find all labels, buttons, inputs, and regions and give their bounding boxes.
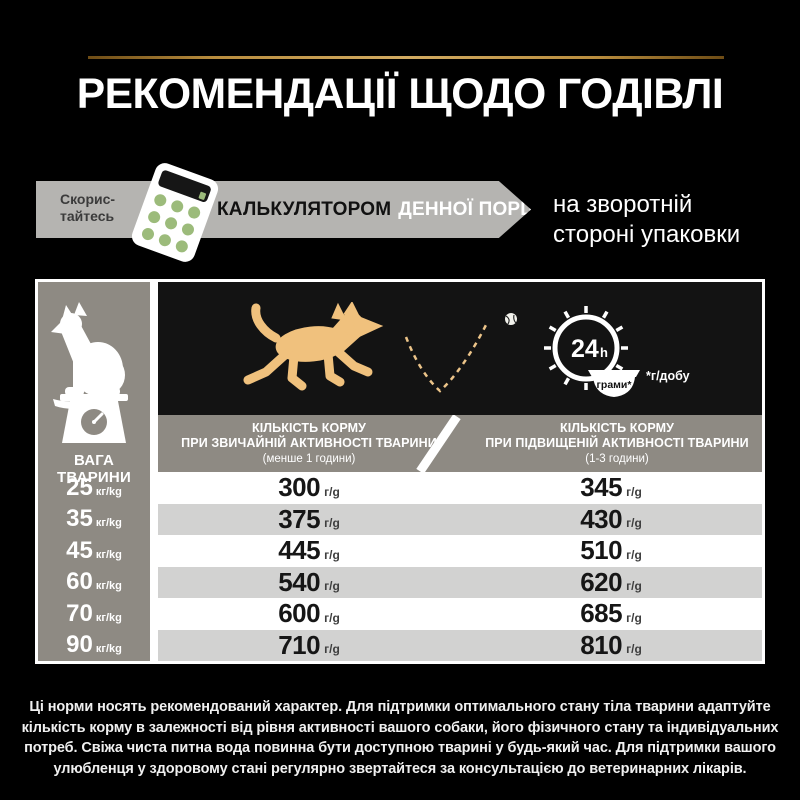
use-label-line2: тайтесь xyxy=(60,208,115,224)
calculator-banner: Скорис- тайтесь КАЛЬКУЛЯТОРОМ ДЕННОЇ ПОР… xyxy=(36,181,531,238)
weight-row: 60 кг/kg xyxy=(66,568,122,596)
note-line1: на зворотній xyxy=(553,191,693,218)
per-day-label: *г/добу xyxy=(646,369,690,383)
table-row: 710 г/g 810 г/g xyxy=(158,629,762,661)
back-of-pack-note: на зворотній стороні упаковки xyxy=(553,190,740,250)
weight-row: 90 кг/kg xyxy=(66,631,122,659)
clock-number: 24 xyxy=(571,335,599,363)
bowl-icon xyxy=(588,370,640,397)
table-header: КІЛЬКІСТЬ КОРМУ ПРИ ЗВИЧАЙНІЙ АКТИВНОСТІ… xyxy=(158,415,762,472)
use-label: Скорис- тайтесь xyxy=(60,191,115,225)
clock-suffix: h xyxy=(600,345,608,360)
sidebar-divider xyxy=(150,282,158,661)
table-main: 24 h грами* *г/добу КІЛЬКІСТЬ КОРМУ ПРИ … xyxy=(158,282,762,661)
table-row: 540 г/g 620 г/g xyxy=(158,566,762,598)
feeding-table: ВАГА ТВАРИНИ 25 кг/kg 35 кг/kg 45 кг/kg 60 к… xyxy=(35,279,765,664)
banner-text: КАЛЬКУЛЯТОРОМ ДЕННОЇ ПОРЦІЇ xyxy=(217,181,546,238)
column-header-normal-activity: КІЛЬКІСТЬ КОРМУ ПРИ ЗВИЧАЙНІЙ АКТИВНОСТІ… xyxy=(181,421,437,465)
table-row: 375 г/g 430 г/g xyxy=(158,503,762,535)
column-header-high-activity: КІЛЬКІСТЬ КОРМУ ПРИ ПІДВИЩЕНІЙ АКТИВНОСТ… xyxy=(485,421,749,465)
clock-24h-icon: 24 h грами* *г/добу xyxy=(544,306,690,397)
weight-row: 25 кг/kg xyxy=(66,473,122,501)
running-dog-icon xyxy=(243,302,384,391)
ball-icon xyxy=(505,313,517,325)
page-title: РЕКОМЕНДАЦІЇ ЩОДО ГОДІВЛІ xyxy=(76,70,724,118)
use-label-line1: Скорис- xyxy=(60,191,116,207)
table-row: 300 г/g 345 г/g xyxy=(158,472,762,504)
illustration-strip: 24 h грами* *г/добу xyxy=(158,282,762,415)
table-rows: 300 г/g 345 г/g 375 г/g 430 г/g 445 г/g 510 г/… xyxy=(158,472,762,661)
calculator-solar-cell xyxy=(198,191,207,201)
dog-on-scale-icon xyxy=(51,302,128,443)
weight-column-label: ВАГА ТВАРИНИ xyxy=(57,452,131,486)
calculator-word: КАЛЬКУЛЯТОРОМ xyxy=(217,198,392,220)
weight-sidebar: ВАГА ТВАРИНИ 25 кг/kg 35 кг/kg 45 кг/kg 60 к… xyxy=(38,282,150,661)
bowl-label: грами* xyxy=(597,379,633,391)
ball-trajectory xyxy=(404,313,517,393)
calculator-icon xyxy=(130,161,220,264)
portion-words: ДЕННОЇ ПОРЦІЇ xyxy=(398,198,546,220)
gold-divider xyxy=(88,56,724,59)
weight-values: 25 кг/kg 35 кг/kg 45 кг/kg 60 кг/kg 70 кг/kg … xyxy=(38,472,150,661)
table-row: 600 г/g 685 г/g xyxy=(158,598,762,630)
weight-row: 70 кг/kg xyxy=(66,599,122,627)
weight-row: 45 кг/kg xyxy=(66,536,122,564)
weight-row: 35 кг/kg xyxy=(66,505,122,533)
note-line2: стороні упаковки xyxy=(553,221,741,248)
disclaimer-text: Ці норми носять рекомендований характер.… xyxy=(21,699,779,777)
table-row: 445 г/g 510 г/g xyxy=(158,535,762,567)
